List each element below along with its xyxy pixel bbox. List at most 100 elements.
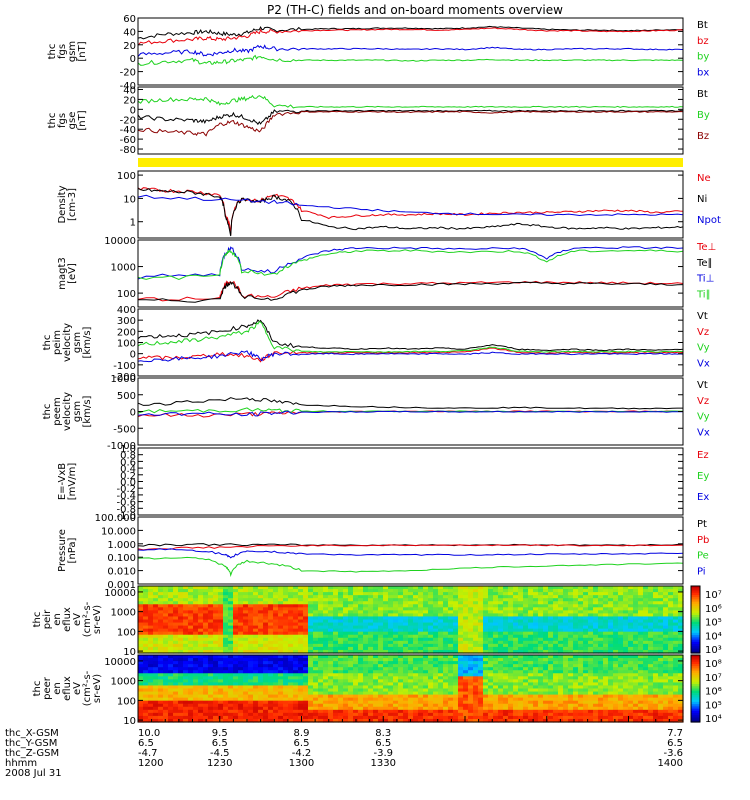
heatmap-cell — [383, 631, 389, 636]
heatmap-cell — [218, 655, 224, 659]
heatmap-cell — [363, 646, 369, 651]
heatmap-cell — [413, 607, 419, 611]
heatmap-cell — [463, 661, 469, 665]
heatmap-cell — [668, 649, 674, 654]
heatmap-cell — [303, 595, 309, 599]
heatmap-cell — [298, 682, 304, 687]
heatmap-cell — [583, 613, 589, 618]
heatmap-cell — [468, 706, 474, 711]
heatmap-cell — [608, 637, 614, 642]
heatmap-cell — [448, 622, 454, 627]
y-axis-label: [eV] — [67, 263, 78, 284]
heatmap-cell — [528, 709, 534, 714]
heatmap-cell — [558, 679, 564, 684]
heatmap-cell — [433, 688, 439, 693]
heatmap-cell — [563, 682, 569, 687]
heatmap-cell — [618, 604, 624, 608]
heatmap-cell — [618, 661, 624, 665]
heatmap-cell — [188, 640, 194, 645]
heatmap-cell — [288, 643, 294, 648]
heatmap-cell — [298, 694, 304, 699]
heatmap-cell — [568, 643, 574, 648]
heatmap-cell — [528, 703, 534, 708]
heatmap-cell — [583, 661, 589, 665]
heatmap-cell — [178, 634, 184, 639]
heatmap-cell — [273, 697, 279, 702]
heatmap-cell — [228, 685, 234, 690]
heatmap-cell — [648, 709, 654, 714]
heatmap-cell — [318, 691, 324, 696]
heatmap-cell — [643, 640, 649, 645]
heatmap-cell — [578, 709, 584, 714]
heatmap-cell — [153, 661, 159, 665]
heatmap-cell — [263, 673, 269, 677]
heatmap-cell — [308, 706, 314, 711]
heatmap-cell — [378, 643, 384, 648]
heatmap-cell — [563, 706, 569, 711]
heatmap-cell — [168, 631, 174, 636]
heatmap-cell — [533, 646, 539, 651]
heatmap-cell — [158, 694, 164, 699]
heatmap-cell — [398, 670, 404, 674]
heatmap-cell — [483, 616, 489, 621]
heatmap-cell — [348, 685, 354, 690]
heatmap-cell — [423, 610, 429, 615]
heatmap-cell — [633, 706, 639, 711]
y-tick-label: 1000 — [111, 263, 136, 274]
heatmap-cell — [468, 703, 474, 708]
heatmap-cell — [338, 712, 344, 717]
heatmap-cell — [573, 715, 579, 720]
heatmap-cell — [423, 628, 429, 633]
heatmap-cell — [313, 613, 319, 618]
heatmap-cell — [638, 628, 644, 633]
heatmap-cell — [168, 616, 174, 621]
heatmap-cell — [228, 679, 234, 684]
heatmap-cell — [248, 586, 254, 590]
heatmap-cell — [183, 616, 189, 621]
heatmap-cell — [313, 688, 319, 693]
heatmap-cell — [348, 589, 354, 593]
heatmap-cell — [503, 709, 509, 714]
heatmap-cell — [528, 646, 534, 651]
heatmap-cell — [408, 682, 414, 687]
heatmap-cell — [453, 700, 459, 705]
heatmap-cell — [578, 673, 584, 677]
heatmap-cell — [578, 712, 584, 717]
heatmap-cell — [488, 604, 494, 608]
heatmap-cell — [278, 622, 284, 627]
heatmap-cell — [248, 658, 254, 662]
heatmap-cell — [323, 586, 329, 590]
heatmap-cell — [438, 700, 444, 705]
heatmap-cell — [483, 640, 489, 645]
y-axis-label: velocity — [62, 392, 73, 431]
heatmap-cell — [498, 667, 504, 671]
heatmap-cell — [343, 703, 349, 708]
heatmap-cell — [293, 688, 299, 693]
heatmap-cell — [203, 610, 209, 615]
heatmap-cell — [423, 688, 429, 693]
heatmap-cell — [438, 709, 444, 714]
heatmap-cell — [263, 586, 269, 590]
heatmap-cell — [183, 619, 189, 624]
heatmap-cell — [413, 661, 419, 665]
heatmap-cell — [443, 625, 449, 630]
heatmap-cell — [228, 616, 234, 621]
heatmap-cell — [468, 664, 474, 668]
heatmap-cell — [413, 658, 419, 662]
heatmap-cell — [478, 649, 484, 654]
heatmap-cell — [313, 709, 319, 714]
heatmap-cell — [418, 625, 424, 630]
heatmap-cell — [488, 679, 494, 684]
heatmap-cell — [213, 718, 219, 723]
heatmap-cell — [583, 673, 589, 677]
heatmap-cell — [163, 607, 169, 611]
heatmap-cell — [288, 619, 294, 624]
heatmap-cell — [548, 625, 554, 630]
heatmap-cell — [518, 628, 524, 633]
heatmap-cell — [168, 643, 174, 648]
heatmap-cell — [253, 700, 259, 705]
heatmap-cell — [198, 610, 204, 615]
heatmap-cell — [293, 712, 299, 717]
heatmap-cell — [573, 631, 579, 636]
heatmap-cell — [443, 673, 449, 677]
